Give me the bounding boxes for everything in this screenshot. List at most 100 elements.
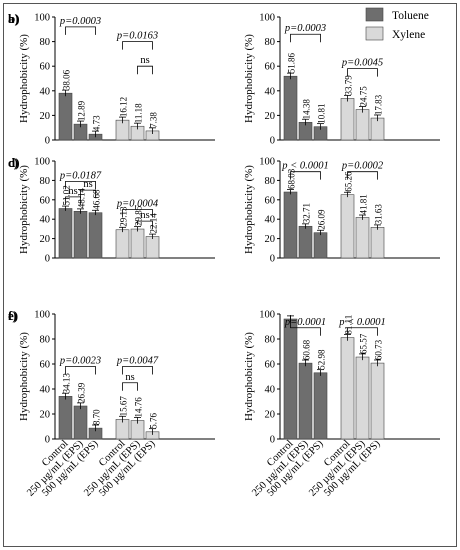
significance-bracket (137, 65, 153, 75)
y-tick-label: 20 (265, 234, 276, 245)
data-label: 38.06 (62, 69, 72, 90)
figure-frame (3, 3, 457, 547)
y-tick-label: 60 (265, 195, 276, 206)
data-label: 29.13 (119, 206, 129, 227)
panel-label: d) (8, 155, 20, 170)
y-tick-label: 60 (40, 62, 51, 73)
y-axis-label: Hydrophobicity (%) (243, 165, 255, 254)
panel-label: e) (8, 308, 18, 323)
data-label: 65.57 (359, 333, 369, 354)
significance-bracket (122, 382, 138, 391)
y-tick-label: 80 (40, 335, 51, 346)
data-label: 10.81 (317, 103, 327, 123)
y-tick-label: 60 (265, 62, 276, 73)
panel-label: c) (8, 155, 18, 170)
y-axis-label: Hydrophobicity (%) (18, 34, 30, 123)
data-label: 11.18 (134, 103, 144, 123)
significance-bracket (65, 180, 96, 190)
y-tick-label: 80 (40, 37, 51, 48)
data-label: 29.85 (134, 205, 144, 226)
data-label: 41.81 (359, 194, 369, 214)
y-tick-label: 100 (34, 310, 50, 321)
data-label: 16.12 (119, 97, 129, 117)
bar-xylene (115, 229, 130, 259)
significance-label: p=0.0003 (59, 16, 101, 27)
y-tick-label: 100 (34, 13, 50, 24)
bar-toluene (73, 405, 88, 440)
y-tick-label: 40 (40, 215, 51, 226)
data-label: 52.98 (317, 349, 327, 370)
bar-toluene (58, 396, 73, 440)
significance-bracket (65, 366, 96, 375)
data-label: 32.71 (302, 203, 312, 223)
bar-xylene (370, 227, 385, 259)
significance-label: p < 0.0001 (338, 317, 385, 328)
significance-bracket (122, 41, 153, 50)
significance-label: ns (125, 372, 134, 383)
y-tick-label: 20 (40, 234, 51, 245)
significance-label: p=0.0047 (116, 356, 159, 367)
data-label: 34.13 (62, 373, 72, 394)
significance-bracket (290, 171, 321, 180)
significance-label: p=0.0163 (116, 31, 158, 42)
bar-toluene (298, 362, 313, 440)
bar-toluene (58, 92, 73, 141)
significance-label: p < 0.0001 (281, 161, 328, 172)
panel-label: f) (8, 308, 17, 323)
legend: Toluene Xylene (365, 7, 429, 41)
panel-label: a) (8, 11, 19, 26)
data-label: 26.09 (317, 209, 327, 230)
significance-label: p=0.0003 (284, 23, 326, 34)
bar-xylene (370, 117, 385, 141)
chart-panel-d: d) 0 20 40 60 80 100 Hydrophobicity (%) 68.03 32.… (8, 155, 440, 265)
y-axis-label: Hydrophobicity (%) (243, 34, 255, 123)
significance-bracket (122, 209, 153, 218)
y-tick-label: 0 (45, 136, 50, 147)
bar-toluene (313, 372, 328, 440)
y-tick-label: 0 (45, 254, 50, 265)
bar-xylene (355, 356, 370, 440)
significance-bracket (290, 33, 321, 43)
chart-panel-b: b) 0 20 40 60 80 100 Hydrophobicity (%) 51.86 14.… (8, 11, 440, 147)
data-label: 26.39 (77, 382, 87, 403)
panel-label: b) (8, 11, 20, 26)
bar-toluene (73, 211, 88, 259)
data-label: 8.70 (92, 409, 102, 425)
bar-xylene (340, 98, 355, 141)
significance-bracket (65, 26, 96, 35)
y-tick-label: 0 (270, 254, 275, 265)
data-label: 24.75 (359, 86, 369, 107)
bar-xylene (145, 236, 160, 259)
y-tick-label: 20 (40, 410, 51, 421)
y-tick-label: 40 (265, 215, 276, 226)
chart-panel-a: a) 0 20 40 60 80 100 Hydrophobicity (%) 38.06 12.… (8, 11, 215, 147)
data-label: 60.68 (302, 339, 312, 360)
significance-bracket (290, 315, 321, 336)
legend-swatch-toluene (365, 7, 384, 22)
chart-panel-c: c) 0 20 40 60 80 100 Hydrophobicity (%) 51.02 48.… (8, 155, 215, 265)
legend-swatch-xylene (365, 26, 384, 41)
data-label: 65.26 (344, 171, 354, 192)
data-label: 12.89 (77, 100, 87, 121)
y-tick-label: 100 (259, 13, 275, 24)
bar-toluene (283, 318, 298, 440)
legend-label: Xylene (392, 29, 425, 41)
y-tick-label: 0 (270, 136, 275, 147)
data-label: 31.63 (374, 204, 384, 225)
y-tick-label: 100 (259, 157, 275, 168)
data-label: 81.11 (344, 315, 354, 335)
data-label: 4.73 (92, 115, 102, 131)
bar-toluene (283, 75, 298, 141)
significance-label: p=0.0001 (284, 317, 326, 328)
data-label: 5.76 (149, 413, 159, 429)
bar-xylene (340, 194, 355, 259)
y-tick-label: 20 (265, 111, 276, 122)
legend-label: Toluene (392, 10, 429, 22)
significance-label: ns (140, 55, 149, 66)
significance-bracket (347, 171, 378, 180)
data-label: 46.68 (92, 189, 102, 210)
bar-toluene (313, 232, 328, 259)
data-label: 15.67 (119, 396, 129, 417)
significance-bracket (80, 189, 96, 199)
bar-xylene (355, 109, 370, 141)
